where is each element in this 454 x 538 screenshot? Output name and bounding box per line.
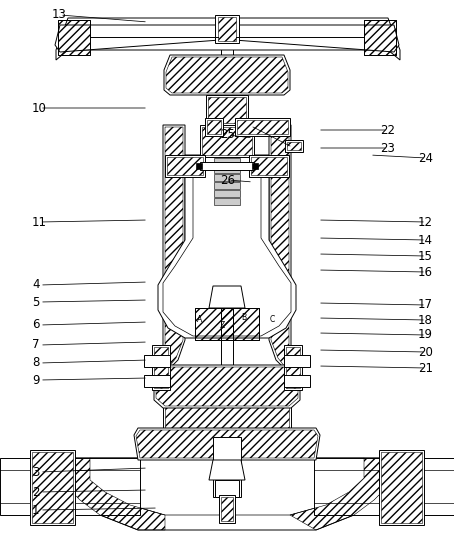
Bar (251, 157, 287, 175)
Bar (284, 345, 302, 390)
Bar (218, 17, 236, 41)
Polygon shape (0, 458, 140, 515)
Polygon shape (163, 157, 291, 336)
Text: 1: 1 (32, 504, 39, 516)
Bar (213, 437, 241, 497)
Bar (221, 15, 233, 515)
Bar (214, 198, 240, 205)
Text: Z: Z (219, 322, 225, 330)
Polygon shape (158, 155, 296, 338)
Polygon shape (60, 458, 394, 530)
Text: 7: 7 (32, 338, 39, 351)
Bar (219, 495, 235, 523)
Bar (252, 163, 258, 169)
Polygon shape (163, 125, 185, 375)
Polygon shape (234, 25, 399, 52)
Text: 15: 15 (418, 250, 433, 263)
Text: 12: 12 (418, 216, 433, 229)
Bar (237, 120, 288, 134)
Text: 8: 8 (32, 357, 39, 370)
Polygon shape (30, 450, 75, 525)
Text: 21: 21 (418, 362, 433, 374)
Bar (165, 155, 205, 177)
Bar (284, 355, 310, 367)
Text: 16: 16 (418, 265, 433, 279)
Text: 4: 4 (32, 279, 39, 292)
Text: 11: 11 (32, 216, 47, 229)
Text: 24: 24 (418, 152, 433, 165)
Bar (207, 120, 221, 134)
Bar (287, 142, 301, 150)
Text: 3: 3 (32, 465, 39, 478)
Text: 22: 22 (380, 124, 395, 137)
Text: 18: 18 (418, 314, 433, 327)
Bar (200, 125, 254, 157)
Bar (152, 345, 170, 390)
Bar (200, 162, 254, 170)
Bar (249, 155, 289, 177)
Bar (215, 15, 239, 43)
Bar (214, 174, 240, 181)
Text: 17: 17 (418, 299, 433, 312)
Bar (215, 480, 239, 497)
Polygon shape (209, 460, 245, 480)
Bar (154, 347, 168, 388)
Bar (167, 157, 203, 175)
Bar (284, 375, 310, 387)
Bar (196, 163, 202, 169)
Bar (144, 375, 170, 387)
Bar (221, 497, 233, 521)
Text: 10: 10 (32, 102, 47, 115)
Bar (285, 140, 303, 152)
Text: 9: 9 (32, 373, 39, 386)
Text: 2: 2 (32, 485, 39, 499)
Text: 20: 20 (418, 345, 433, 358)
Polygon shape (379, 450, 424, 525)
Text: B: B (242, 314, 247, 322)
Bar (214, 158, 240, 165)
Bar (214, 166, 240, 173)
Bar (286, 347, 300, 388)
Text: 26: 26 (220, 173, 235, 187)
Text: 19: 19 (418, 329, 433, 342)
Bar (163, 395, 291, 437)
Polygon shape (55, 25, 220, 52)
Text: 13: 13 (52, 9, 67, 22)
Polygon shape (269, 125, 291, 375)
Bar (165, 397, 289, 435)
Text: 23: 23 (380, 141, 395, 154)
Polygon shape (314, 458, 454, 515)
Text: 5: 5 (32, 295, 39, 308)
Bar (206, 95, 248, 125)
Polygon shape (90, 458, 364, 515)
Text: A: A (197, 315, 202, 324)
Bar (235, 118, 290, 136)
Polygon shape (164, 55, 290, 95)
Bar (208, 97, 246, 123)
Polygon shape (134, 428, 320, 460)
Polygon shape (56, 18, 400, 60)
Polygon shape (154, 365, 300, 408)
Bar (202, 127, 252, 155)
Text: 6: 6 (32, 318, 39, 331)
Text: 14: 14 (418, 233, 433, 246)
Text: C: C (269, 315, 275, 324)
Text: 25: 25 (220, 129, 235, 141)
Bar (144, 355, 170, 367)
Bar (214, 182, 240, 189)
Polygon shape (209, 286, 245, 308)
Bar (214, 190, 240, 197)
Bar (205, 118, 223, 136)
